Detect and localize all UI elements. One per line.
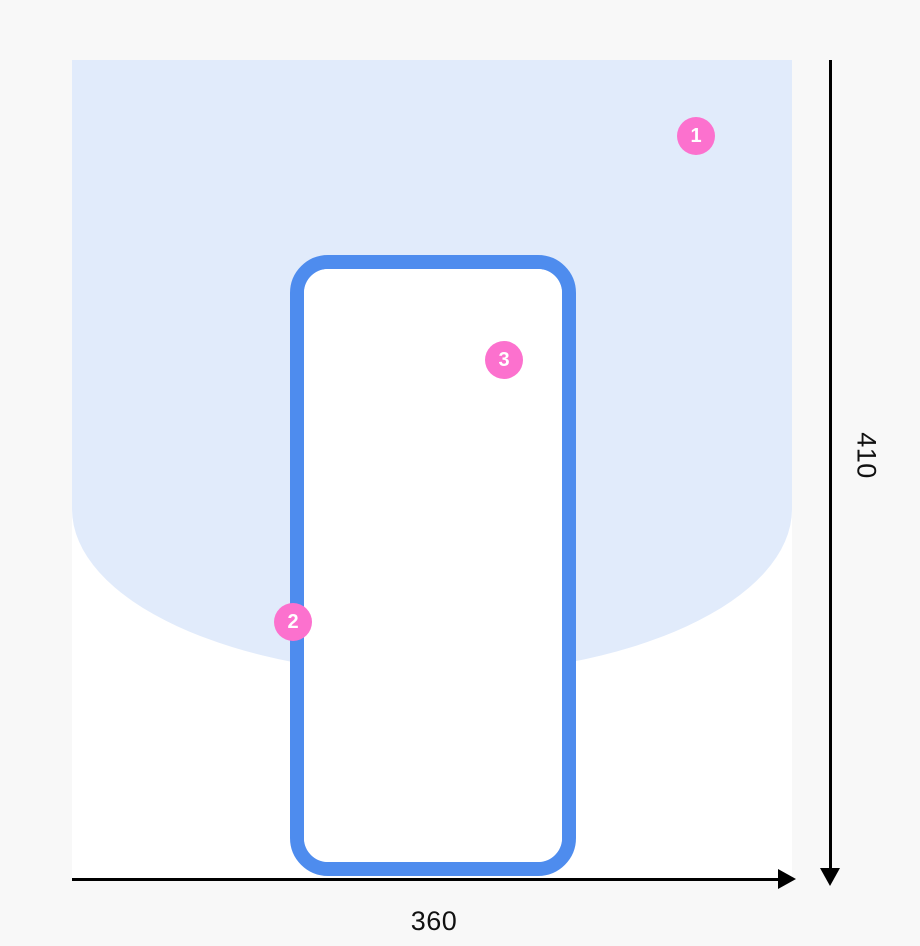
annotation-badge-2[interactable]: 2: [274, 603, 312, 641]
height-measurement-arrow-icon: [820, 868, 840, 886]
mobile-screen-artboard: [72, 60, 792, 880]
annotation-badge-3[interactable]: 3: [485, 341, 523, 379]
height-measurement-axis-line: [829, 60, 832, 875]
width-dimension-label: 360: [410, 906, 458, 936]
width-measurement-axis-line: [72, 878, 785, 881]
device-screen-area: [304, 269, 562, 862]
height-dimension-label: 410: [851, 432, 882, 479]
annotation-badge-1[interactable]: 1: [677, 117, 715, 155]
width-measurement-arrow-icon: [778, 869, 796, 889]
device-outline: [290, 255, 576, 876]
